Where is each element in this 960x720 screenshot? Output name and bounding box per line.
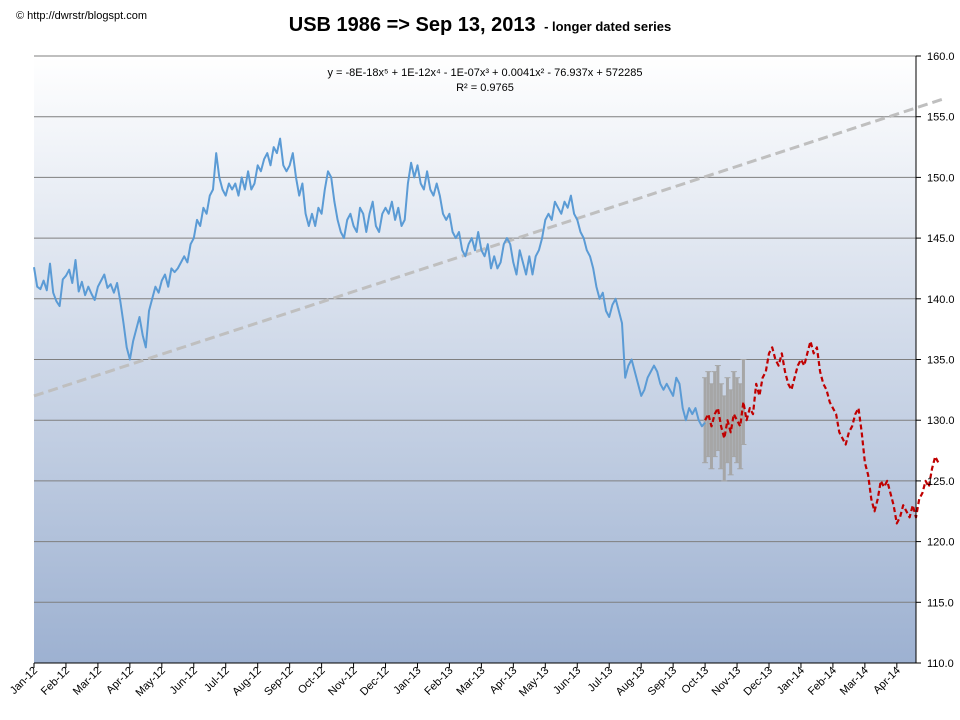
- x-tick-label: Feb-12: [39, 665, 72, 698]
- y-tick-label: 110.0: [927, 658, 954, 670]
- y-tick-label: 160.0: [927, 51, 955, 63]
- x-tick-label: Jan-12: [8, 665, 40, 697]
- x-tick-label: Apr-14: [871, 665, 903, 697]
- x-tick-label: May-13: [517, 665, 551, 699]
- chart-title: USB 1986 => Sep 13, 2013 - longer dated …: [0, 14, 960, 37]
- x-tick-label: Dec-12: [358, 665, 392, 699]
- x-tick-label: Oct-13: [679, 665, 711, 697]
- y-tick-label: 120.0: [927, 537, 955, 549]
- x-tick-label: Apr-12: [104, 665, 136, 697]
- x-tick-label: Mar-14: [838, 665, 871, 698]
- x-tick-label: Jun-13: [551, 665, 583, 697]
- x-tick-label: Aug-12: [230, 665, 264, 699]
- chart-title-main: USB 1986 => Sep 13, 2013: [288, 14, 536, 36]
- x-tick-label: Feb-13: [422, 665, 455, 698]
- y-tick-label: 125.0: [927, 476, 955, 488]
- y-tick-label: 115.0: [927, 597, 954, 609]
- x-tick-label: Nov-12: [326, 665, 360, 699]
- x-tick-label: Nov-13: [710, 665, 744, 699]
- y-tick-label: 150.0: [927, 172, 955, 184]
- x-tick-label: Jun-12: [168, 665, 200, 697]
- x-tick-label: Feb-14: [806, 665, 839, 698]
- trendline-equation: y = -8E-18x⁵ + 1E-12x⁴ - 1E-07x³ + 0.004…: [327, 67, 643, 79]
- x-tick-label: Aug-13: [614, 665, 648, 699]
- x-tick-label: Apr-13: [488, 665, 520, 697]
- series-line-actual: [33, 137, 706, 428]
- y-tick-label: 155.0: [927, 112, 955, 124]
- x-tick-label: Mar-13: [454, 665, 487, 698]
- x-tick-label: Mar-12: [71, 665, 104, 698]
- x-tick-label: Sep-13: [646, 665, 680, 699]
- x-tick-label: Sep-12: [262, 665, 296, 699]
- x-tick-label: Oct-12: [296, 665, 328, 697]
- y-tick-label: 130.0: [927, 415, 955, 427]
- chart-title-sub: - longer dated series: [544, 19, 672, 34]
- y-tick-label: 140.0: [927, 294, 955, 306]
- series-line-projection: [704, 340, 940, 525]
- x-tick-label: Jul-13: [586, 665, 616, 695]
- y-tick-label: 135.0: [927, 355, 955, 367]
- x-tick-label: Jul-12: [202, 665, 232, 695]
- trendline: [33, 97, 946, 398]
- x-tick-label: Jan-13: [391, 665, 423, 697]
- x-tick-label: May-12: [134, 665, 168, 699]
- credit-text: © http://dwrstr/blogspt.com: [16, 10, 147, 22]
- trendline-equation-box: y = -8E-18x⁵ + 1E-12x⁴ - 1E-07x³ + 0.004…: [250, 66, 720, 96]
- x-tick-label: Dec-13: [742, 665, 776, 699]
- y-tick-label: 145.0: [927, 233, 955, 245]
- trendline-r2: R² = 0.9765: [456, 82, 514, 94]
- x-tick-label: Jan-14: [775, 665, 807, 697]
